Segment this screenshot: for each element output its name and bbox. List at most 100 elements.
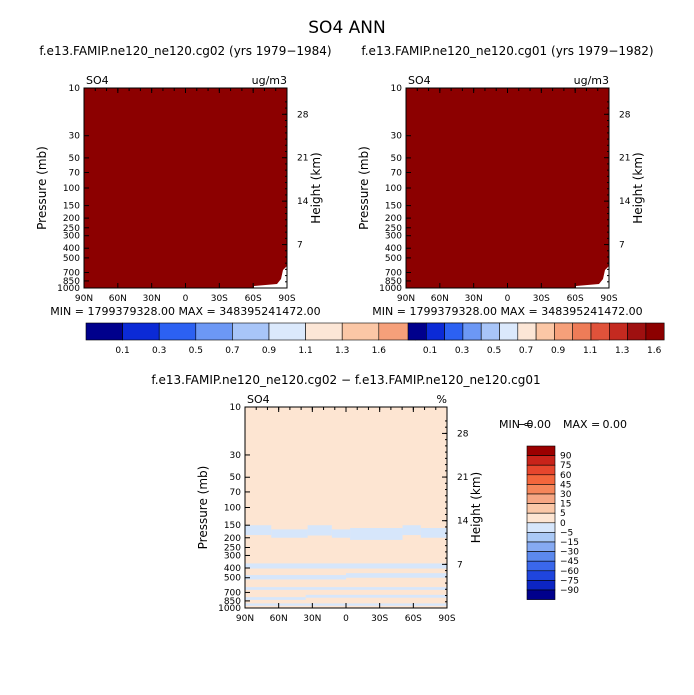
y-tick-label: 150 bbox=[224, 521, 241, 531]
colorbar-vlabel: −45 bbox=[560, 557, 579, 567]
colorbar-right-box-13 bbox=[627, 322, 647, 341]
y-tick-label: 500 bbox=[385, 254, 402, 264]
x-tick-label: 90S bbox=[600, 294, 617, 304]
y-tick-label: 250 bbox=[224, 543, 241, 553]
colorbar-label: 1.1 bbox=[298, 346, 312, 356]
heatmap-missing-region bbox=[576, 266, 609, 288]
panel-min-max: MIN = 1799379328.00 MAX = 348395241472.0… bbox=[50, 305, 320, 318]
heatmap-band-2 bbox=[271, 529, 308, 538]
colorbar-right-label: 0.1 bbox=[423, 346, 437, 356]
y-tick-label: 850 bbox=[63, 277, 80, 287]
colorbar-vbox-13 bbox=[526, 560, 556, 572]
colorbar-vlabel: 15 bbox=[560, 500, 571, 510]
y-tick-label: 150 bbox=[385, 202, 402, 212]
heatmap-band-5 bbox=[350, 528, 403, 540]
colorbar-vbox-7 bbox=[526, 503, 556, 514]
colorbar-right-box-6 bbox=[499, 322, 519, 341]
colorbar-box-4 bbox=[195, 322, 233, 341]
y-tick-label: 300 bbox=[224, 551, 241, 561]
panel-case-title: f.e13.FAMIP.ne120_ne120.cg02 − f.e13.FAM… bbox=[151, 373, 540, 387]
y-tick-label: 100 bbox=[224, 504, 241, 514]
colorbar-vbox-1 bbox=[526, 445, 556, 456]
colorbar-vbox-14 bbox=[526, 570, 556, 581]
x-tick-label: 90S bbox=[438, 614, 455, 624]
colorbar-box-3 bbox=[158, 322, 197, 341]
x-tick-label: 0 bbox=[183, 294, 189, 304]
x-tick-label: 60S bbox=[567, 294, 584, 304]
y-tick-label: 700 bbox=[63, 269, 80, 279]
colorbar-right-label: 0.5 bbox=[487, 346, 501, 356]
x-tick-label: 30N bbox=[465, 294, 483, 304]
x-tick-label: 90N bbox=[75, 294, 93, 304]
y-tick-label: 1000 bbox=[218, 604, 241, 614]
y-tick-label: 30 bbox=[391, 132, 403, 142]
colorbar-vlabel: −75 bbox=[560, 576, 579, 586]
y2-tick-label: 21 bbox=[619, 154, 630, 164]
y-axis-title: Pressure (mb) bbox=[196, 466, 210, 550]
y-tick-label: 200 bbox=[224, 534, 241, 544]
colorbar-vlabel: −90 bbox=[560, 586, 579, 596]
y-tick-label: 100 bbox=[63, 184, 80, 194]
colorbar-right-label: 0.3 bbox=[455, 346, 469, 356]
y2-tick-label: 28 bbox=[297, 110, 309, 120]
y2-axis-title: Height (km) bbox=[309, 152, 323, 223]
panel-units-label: ug/m3 bbox=[252, 74, 287, 87]
chart-panel-1: f.e13.FAMIP.ne120_ne120.cg02 (yrs 1979−1… bbox=[35, 44, 332, 318]
y-tick-label: 1000 bbox=[57, 284, 80, 294]
heatmap-band-8 bbox=[245, 563, 447, 569]
colorbar-vlabel: 90 bbox=[560, 452, 572, 462]
chart-panel-2: f.e13.FAMIP.ne120_ne120.cg01 (yrs 1979−1… bbox=[357, 44, 654, 318]
x-tick-label: 30N bbox=[143, 294, 161, 304]
y-tick-label: 700 bbox=[224, 588, 241, 598]
panel-variable-label: SO4 bbox=[408, 74, 431, 87]
y-tick-label: 70 bbox=[391, 169, 403, 179]
colorbar-box-2 bbox=[122, 322, 160, 341]
min-value: −0.00 bbox=[517, 418, 551, 431]
colorbar-box-7 bbox=[305, 322, 343, 341]
x-tick-label: 90S bbox=[278, 294, 295, 304]
x-tick-label: 30S bbox=[371, 614, 388, 624]
y-tick-label: 200 bbox=[385, 214, 402, 224]
x-tick-label: 60S bbox=[245, 294, 262, 304]
y-tick-label: 1000 bbox=[379, 284, 402, 294]
colorbar-vlabel: 30 bbox=[560, 490, 572, 500]
y2-tick-label: 7 bbox=[457, 560, 463, 570]
heatmap-band-1 bbox=[245, 525, 272, 536]
y-tick-label: 400 bbox=[385, 244, 402, 254]
heatmap-band-4 bbox=[331, 529, 351, 538]
x-tick-label: 90N bbox=[397, 294, 415, 304]
colorbar-right-label: 1.6 bbox=[647, 346, 662, 356]
y2-tick-label: 28 bbox=[619, 110, 631, 120]
panel-case-title: f.e13.FAMIP.ne120_ne120.cg01 (yrs 1979−1… bbox=[361, 44, 653, 58]
heatmap-band-3 bbox=[307, 525, 332, 536]
heatmap-fill bbox=[84, 88, 287, 288]
colorbar-right-box-7 bbox=[517, 322, 537, 341]
colorbar-vlabel: −5 bbox=[560, 528, 573, 538]
colorbar-right-box-5 bbox=[480, 322, 500, 341]
colorbar-vlabel: 60 bbox=[560, 471, 572, 481]
colorbar-vbox-4 bbox=[526, 474, 556, 485]
colorbar-label: 1.3 bbox=[335, 346, 349, 356]
colorbar-vbox-2 bbox=[526, 455, 556, 466]
y-tick-label: 10 bbox=[391, 84, 403, 94]
figure-title: SO4 ANN bbox=[308, 18, 385, 38]
panel-variable-label: SO4 bbox=[247, 393, 270, 406]
colorbar-vlabel: 45 bbox=[560, 480, 571, 490]
colorbar-horizontal: 0.1 0.3 0.5 0.7 0.9 1.1 1.3 1.6 0.1 0.3 0.5 0.7 0.9 1… bbox=[85, 322, 665, 356]
y-axis-title: Pressure (mb) bbox=[35, 146, 49, 230]
colorbar-label: 0.3 bbox=[152, 346, 166, 356]
colorbar-vlabel: −30 bbox=[560, 548, 579, 558]
y-tick-label: 850 bbox=[385, 277, 402, 287]
y2-axis-title: Height (km) bbox=[631, 152, 645, 223]
colorbar-vlabel: 5 bbox=[560, 509, 566, 519]
colorbar-right-box-10 bbox=[572, 322, 592, 341]
y-tick-label: 250 bbox=[385, 224, 402, 234]
y-tick-label: 400 bbox=[224, 564, 241, 574]
colorbar-right-box-1 bbox=[407, 322, 427, 341]
colorbar-right-box-3 bbox=[444, 322, 464, 341]
colorbar-right-label: 0.9 bbox=[551, 346, 566, 356]
colorbar-vbox-10 bbox=[526, 532, 556, 543]
panel-units-label: ug/m3 bbox=[574, 74, 609, 87]
colorbar-vlabel: 0 bbox=[560, 519, 566, 529]
